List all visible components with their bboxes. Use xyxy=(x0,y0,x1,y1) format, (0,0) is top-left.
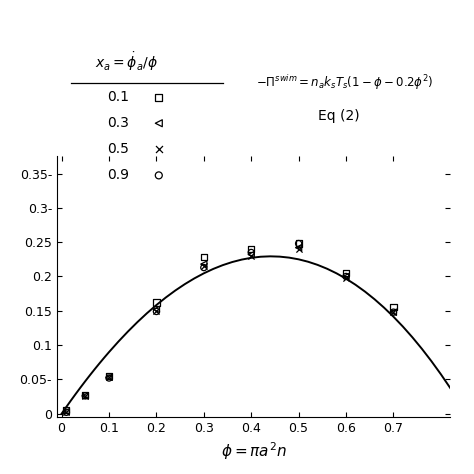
Point xyxy=(105,374,113,382)
Point xyxy=(390,303,397,311)
Point xyxy=(200,254,208,261)
Point xyxy=(155,172,163,179)
Point xyxy=(63,409,70,416)
Point xyxy=(82,392,89,400)
Point xyxy=(82,392,89,400)
Point xyxy=(105,374,113,381)
Point xyxy=(390,309,397,316)
Point xyxy=(155,119,163,127)
Text: Eq (2): Eq (2) xyxy=(318,109,359,123)
Text: 0.9: 0.9 xyxy=(107,168,128,182)
Point xyxy=(200,264,208,271)
Text: 0.3: 0.3 xyxy=(107,116,128,130)
Point xyxy=(247,251,255,258)
Point xyxy=(153,299,160,306)
Point xyxy=(342,269,350,277)
Point xyxy=(390,309,397,316)
Point xyxy=(153,306,160,313)
Point xyxy=(295,245,302,253)
Text: 0.5: 0.5 xyxy=(107,142,128,156)
Point xyxy=(63,408,70,415)
Text: 0.1: 0.1 xyxy=(107,90,128,104)
Point xyxy=(82,392,89,400)
Point xyxy=(200,263,208,270)
Point xyxy=(155,146,163,153)
X-axis label: $\phi = \pi a^2 n$: $\phi = \pi a^2 n$ xyxy=(220,440,287,462)
Point xyxy=(63,407,70,414)
Point xyxy=(200,260,208,268)
Point xyxy=(247,245,255,253)
Point xyxy=(247,249,255,256)
Text: $-\Pi^{swim} = n_a k_s T_s(1-\phi-0.2\phi^2)$: $-\Pi^{swim} = n_a k_s T_s(1-\phi-0.2\ph… xyxy=(256,73,433,92)
Point xyxy=(295,240,302,247)
Point xyxy=(153,307,160,315)
Point xyxy=(105,374,113,381)
Point xyxy=(390,309,397,316)
Point xyxy=(342,274,350,282)
Point xyxy=(342,273,350,280)
Point xyxy=(153,308,160,315)
Point xyxy=(82,392,89,399)
Point xyxy=(105,372,113,380)
Point xyxy=(155,93,163,101)
Point xyxy=(247,252,255,260)
Point xyxy=(342,273,350,280)
Point xyxy=(295,240,302,247)
Point xyxy=(295,244,302,251)
Text: $x_a = \dot{\phi}_a/\phi$: $x_a = \dot{\phi}_a/\phi$ xyxy=(95,51,158,73)
Point xyxy=(63,409,70,416)
